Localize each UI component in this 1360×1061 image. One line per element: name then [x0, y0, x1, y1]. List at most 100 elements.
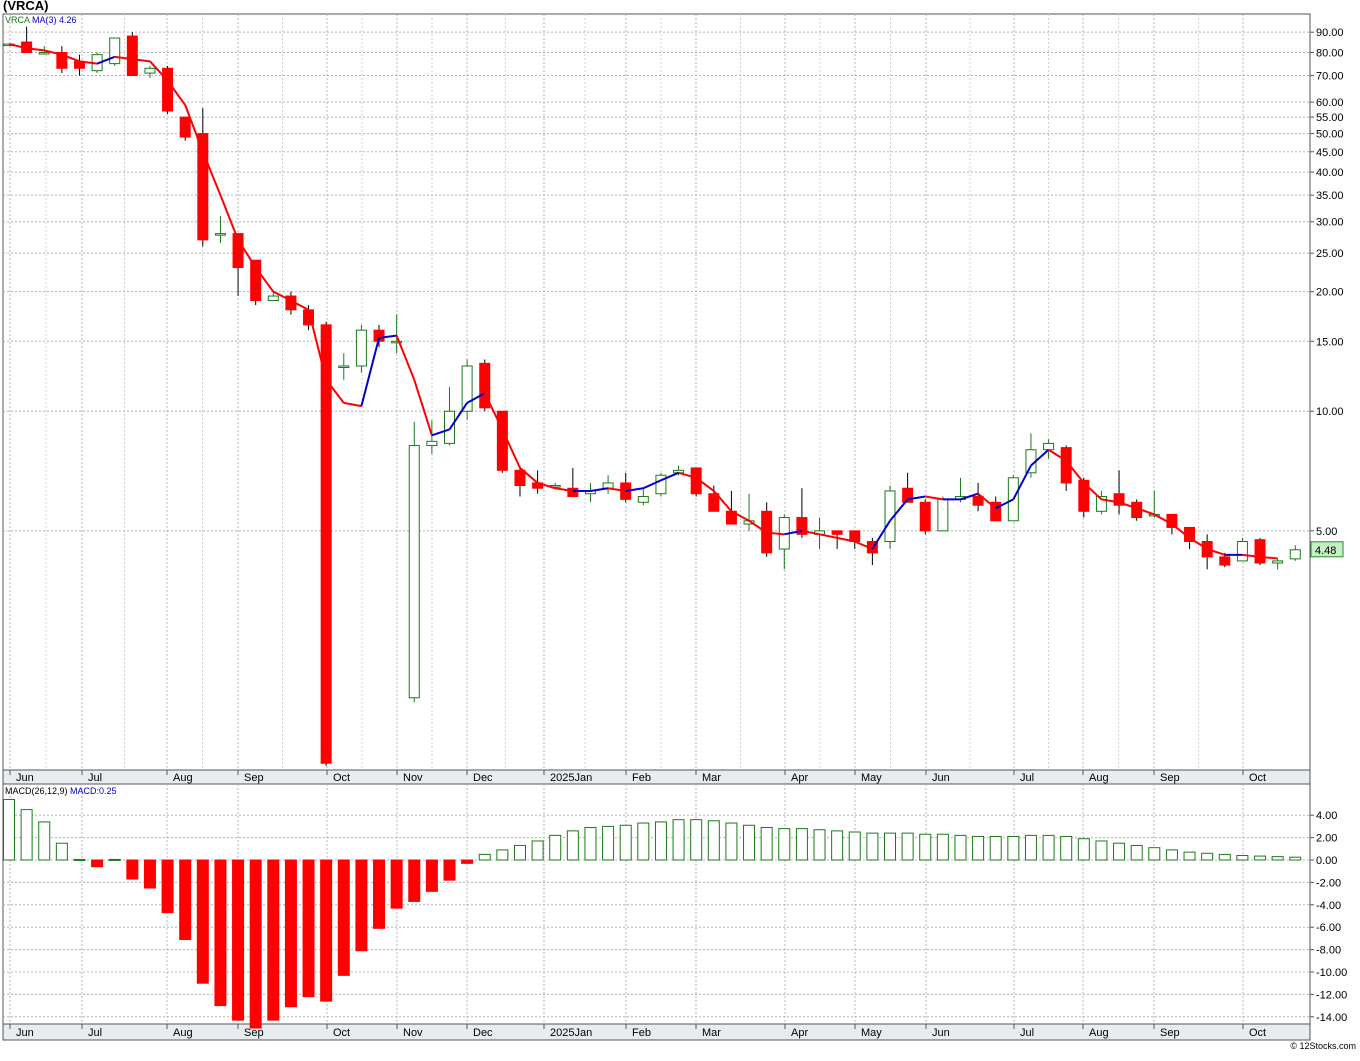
price-legend: VRCA MA(3) 4.26 [5, 15, 77, 25]
ma-line-segment [413, 379, 433, 436]
ma-line-segment [254, 266, 275, 293]
y-tick-label: -12.00 [1316, 989, 1347, 1001]
ma-line-segment [555, 487, 573, 492]
macd-bar [478, 853, 491, 861]
ma-line-segment [519, 467, 539, 484]
x-tick-label: Aug [1089, 772, 1109, 784]
ma-line-segment [96, 55, 116, 65]
ma-line-segment [1030, 449, 1050, 467]
macd-bar [1254, 855, 1267, 861]
ma-line-segment [378, 334, 397, 339]
macd-bar [1218, 853, 1231, 861]
ma-line-segment [537, 481, 556, 490]
x-tick-label: Jul [88, 772, 102, 784]
macd-bar [179, 859, 192, 941]
x-tick-label: Oct [1249, 772, 1266, 784]
candle-body [479, 362, 491, 409]
x-tick-label: Mar [702, 772, 721, 784]
ma-line-segment [607, 487, 626, 492]
candle-body [937, 498, 949, 532]
x-tick-label: Oct [333, 1027, 350, 1039]
candle-body [1272, 560, 1284, 564]
ma-line-segment [889, 498, 909, 522]
macd-bar [1024, 834, 1037, 861]
y-tick-label: 80.00 [1316, 47, 1344, 59]
macd-bar [214, 859, 227, 1007]
macd-bar [972, 835, 985, 861]
y-tick-label: 90.00 [1316, 27, 1344, 39]
macd-bar [743, 824, 756, 861]
y-tick-label: 30.00 [1316, 217, 1344, 229]
candle-body [391, 340, 403, 344]
y-tick-label: -14.00 [1316, 1012, 1347, 1024]
macd-bar [38, 821, 51, 861]
ma-line-segment [1101, 498, 1120, 504]
date-axis-band [2, 769, 1311, 785]
y-tick-label: 40.00 [1316, 167, 1344, 179]
ma-line-segment [395, 335, 416, 381]
ma-line-segment [695, 476, 715, 492]
x-tick-label: Aug [173, 1027, 193, 1039]
candle-body [214, 233, 226, 236]
candle-body [56, 51, 68, 69]
macd-bar [866, 832, 879, 861]
candle-body [708, 493, 720, 512]
price-panel-frame [2, 13, 1311, 771]
ma-line-segment [1153, 513, 1173, 525]
candle-body [162, 67, 174, 112]
macd-legend-label: MACD(26,12,9) [5, 786, 68, 796]
ma-line-segment [114, 55, 133, 61]
macd-bar [3, 799, 15, 861]
macd-bar [1236, 855, 1249, 861]
candle-body [655, 474, 667, 495]
candle-body [126, 35, 138, 77]
macd-bar [884, 832, 896, 861]
candle-body [461, 365, 473, 412]
macd-bar [461, 859, 474, 864]
macd-bar [284, 859, 297, 1008]
macd-bar [654, 821, 667, 861]
last-price-label: 4.48 [1315, 545, 1336, 557]
macd-bar [73, 858, 86, 861]
macd-bar [355, 859, 368, 952]
ma-line-segment [201, 151, 222, 196]
x-tick-label: Apr [791, 772, 808, 784]
ma-line-segment [854, 540, 873, 550]
ma-line-segment [1259, 555, 1278, 560]
macd-bar [831, 830, 844, 861]
macd-bar [707, 820, 720, 861]
candle-body [1078, 479, 1090, 512]
macd-bar [143, 859, 156, 889]
candle-body [1060, 447, 1072, 484]
candle-body [990, 501, 1002, 522]
candle-body [444, 410, 455, 444]
candle-body [179, 116, 191, 138]
macd-bar [513, 844, 526, 861]
macd-bar [531, 840, 544, 861]
x-tick-label: Aug [1089, 1027, 1109, 1039]
candle-body [1289, 549, 1301, 560]
y-tick-label: 70.00 [1316, 71, 1344, 83]
ma-line-segment [61, 53, 80, 63]
macd-bar [760, 827, 773, 861]
candle-body [567, 487, 579, 498]
y-tick-label: 55.00 [1316, 112, 1344, 124]
macd-bar [584, 827, 597, 861]
macd-bar [919, 833, 932, 861]
macd-bar [267, 859, 280, 1021]
x-tick-label: Oct [1249, 1027, 1266, 1039]
ma-line-segment [784, 529, 803, 536]
ma-line-segment [184, 104, 204, 153]
macd-bar [1007, 835, 1020, 861]
macd-bar [725, 822, 738, 861]
macd-bar [443, 859, 456, 881]
y-tick-label: 10.00 [1316, 406, 1344, 418]
ma-line-segment [466, 392, 486, 404]
y-tick-label: -8.00 [1316, 945, 1341, 957]
macd-bar [1042, 834, 1055, 861]
ma-line-segment [343, 401, 362, 408]
x-tick-label: Jul [1020, 772, 1034, 784]
y-tick-label: -6.00 [1316, 922, 1341, 934]
macd-bar [1148, 847, 1161, 861]
